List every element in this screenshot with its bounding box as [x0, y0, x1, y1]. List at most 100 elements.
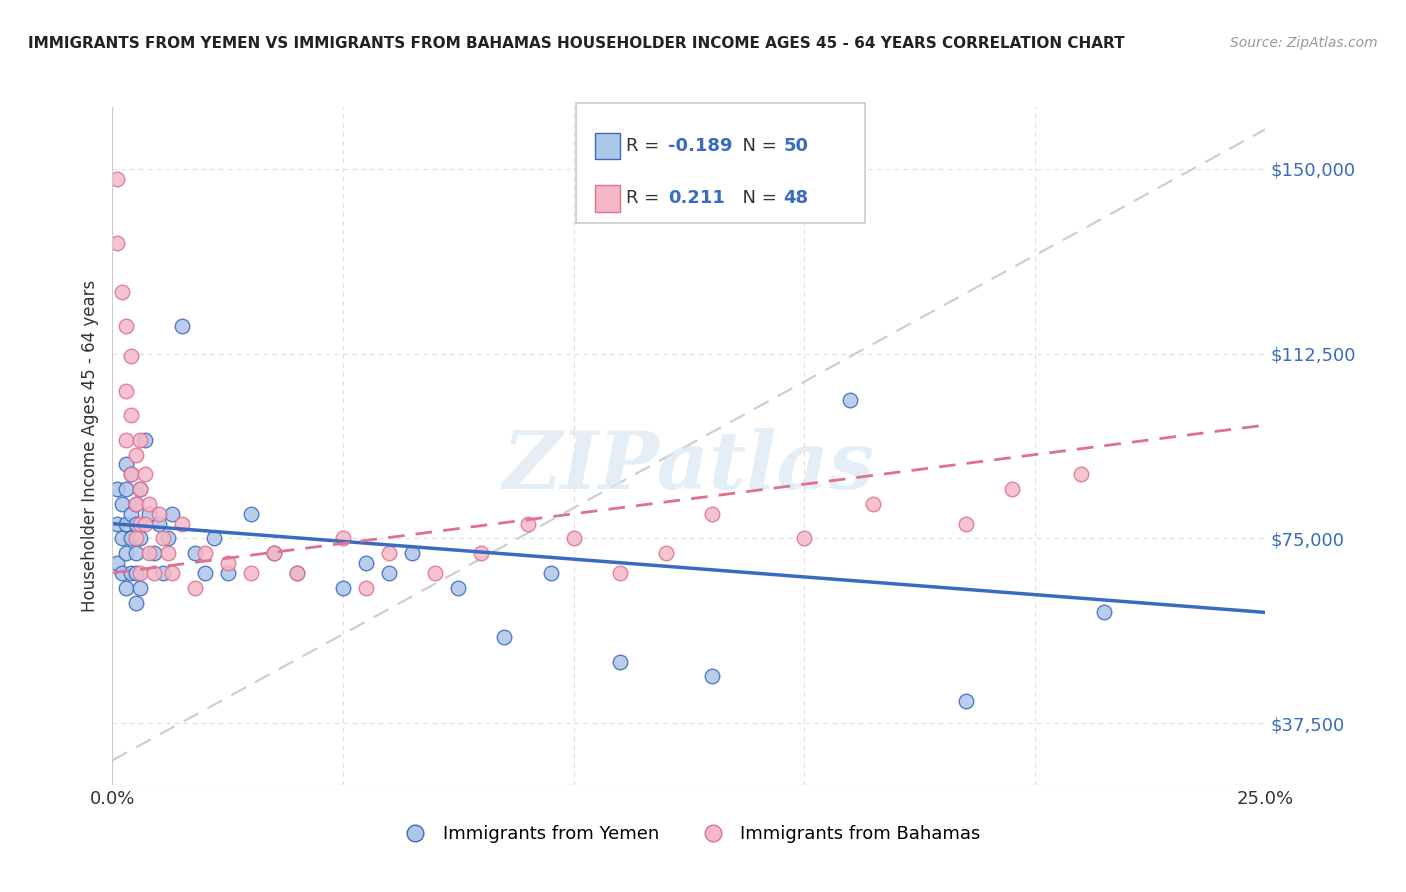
Point	[129, 482, 152, 496]
Point	[378, 566, 401, 580]
Point	[129, 516, 152, 531]
Point	[148, 516, 170, 531]
Point	[202, 532, 225, 546]
Point	[120, 408, 142, 422]
Text: ZIPatlas: ZIPatlas	[503, 427, 875, 505]
Point	[1092, 606, 1115, 620]
Point	[955, 516, 977, 531]
Point	[425, 566, 447, 580]
Point	[115, 384, 138, 398]
Point	[162, 566, 184, 580]
Text: IMMIGRANTS FROM YEMEN VS IMMIGRANTS FROM BAHAMAS HOUSEHOLDER INCOME AGES 45 - 64: IMMIGRANTS FROM YEMEN VS IMMIGRANTS FROM…	[28, 36, 1125, 51]
Point	[162, 507, 184, 521]
Point	[263, 546, 285, 560]
Point	[447, 581, 470, 595]
Point	[111, 285, 134, 299]
Point	[124, 448, 146, 462]
Point	[609, 655, 631, 669]
Point	[124, 516, 146, 531]
Point	[285, 566, 308, 580]
Point	[152, 566, 174, 580]
Point	[839, 393, 862, 408]
Point	[263, 546, 285, 560]
Point	[239, 507, 262, 521]
Point	[129, 482, 152, 496]
Point	[129, 433, 152, 447]
Point	[105, 171, 128, 186]
Point	[143, 546, 166, 560]
Point	[217, 556, 239, 570]
Point	[184, 581, 207, 595]
Point	[700, 669, 723, 683]
Point	[354, 581, 377, 595]
Point	[354, 556, 377, 570]
Point	[124, 546, 146, 560]
Point	[540, 566, 562, 580]
Point	[134, 433, 156, 447]
Point	[516, 516, 538, 531]
Point	[285, 566, 308, 580]
Point	[111, 63, 134, 78]
Point	[401, 546, 423, 560]
Point	[115, 482, 138, 496]
Point	[156, 546, 179, 560]
Point	[655, 546, 678, 560]
Point	[609, 566, 631, 580]
Point	[124, 497, 146, 511]
Point	[194, 566, 217, 580]
Point	[470, 546, 492, 560]
Point	[152, 532, 174, 546]
Point	[332, 532, 354, 546]
Point	[793, 532, 815, 546]
Point	[148, 507, 170, 521]
Point	[239, 566, 262, 580]
Point	[120, 467, 142, 482]
Point	[129, 566, 152, 580]
Point	[955, 694, 977, 708]
Text: -0.189: -0.189	[668, 137, 733, 155]
Point	[105, 235, 128, 250]
Text: 48: 48	[783, 189, 808, 208]
Point	[120, 507, 142, 521]
Point	[217, 566, 239, 580]
Point	[111, 566, 134, 580]
Point	[111, 497, 134, 511]
Y-axis label: Householder Income Ages 45 - 64 years: Householder Income Ages 45 - 64 years	[80, 280, 98, 612]
Point	[184, 546, 207, 560]
Point	[194, 546, 217, 560]
Text: N =: N =	[731, 189, 783, 208]
Text: 50: 50	[783, 137, 808, 155]
Point	[105, 516, 128, 531]
Point	[138, 507, 160, 521]
Text: Source: ZipAtlas.com: Source: ZipAtlas.com	[1230, 36, 1378, 50]
Point	[862, 497, 884, 511]
Point	[134, 516, 156, 531]
Point	[129, 532, 152, 546]
Point	[105, 556, 128, 570]
Text: R =: R =	[626, 189, 665, 208]
Point	[134, 467, 156, 482]
Point	[115, 458, 138, 472]
Point	[170, 319, 193, 334]
Point	[115, 319, 138, 334]
Text: 0.211: 0.211	[668, 189, 724, 208]
Point	[115, 516, 138, 531]
Point	[124, 566, 146, 580]
Point	[124, 532, 146, 546]
Point	[120, 532, 142, 546]
Point	[562, 532, 585, 546]
Point	[138, 546, 160, 560]
Point	[138, 497, 160, 511]
Point	[115, 433, 138, 447]
Point	[129, 581, 152, 595]
Point	[1001, 482, 1024, 496]
Point	[378, 546, 401, 560]
Point	[120, 467, 142, 482]
Point	[105, 482, 128, 496]
Point	[124, 497, 146, 511]
Text: R =: R =	[626, 137, 665, 155]
Point	[332, 581, 354, 595]
Point	[494, 630, 516, 644]
Text: N =: N =	[731, 137, 783, 155]
Point	[170, 516, 193, 531]
